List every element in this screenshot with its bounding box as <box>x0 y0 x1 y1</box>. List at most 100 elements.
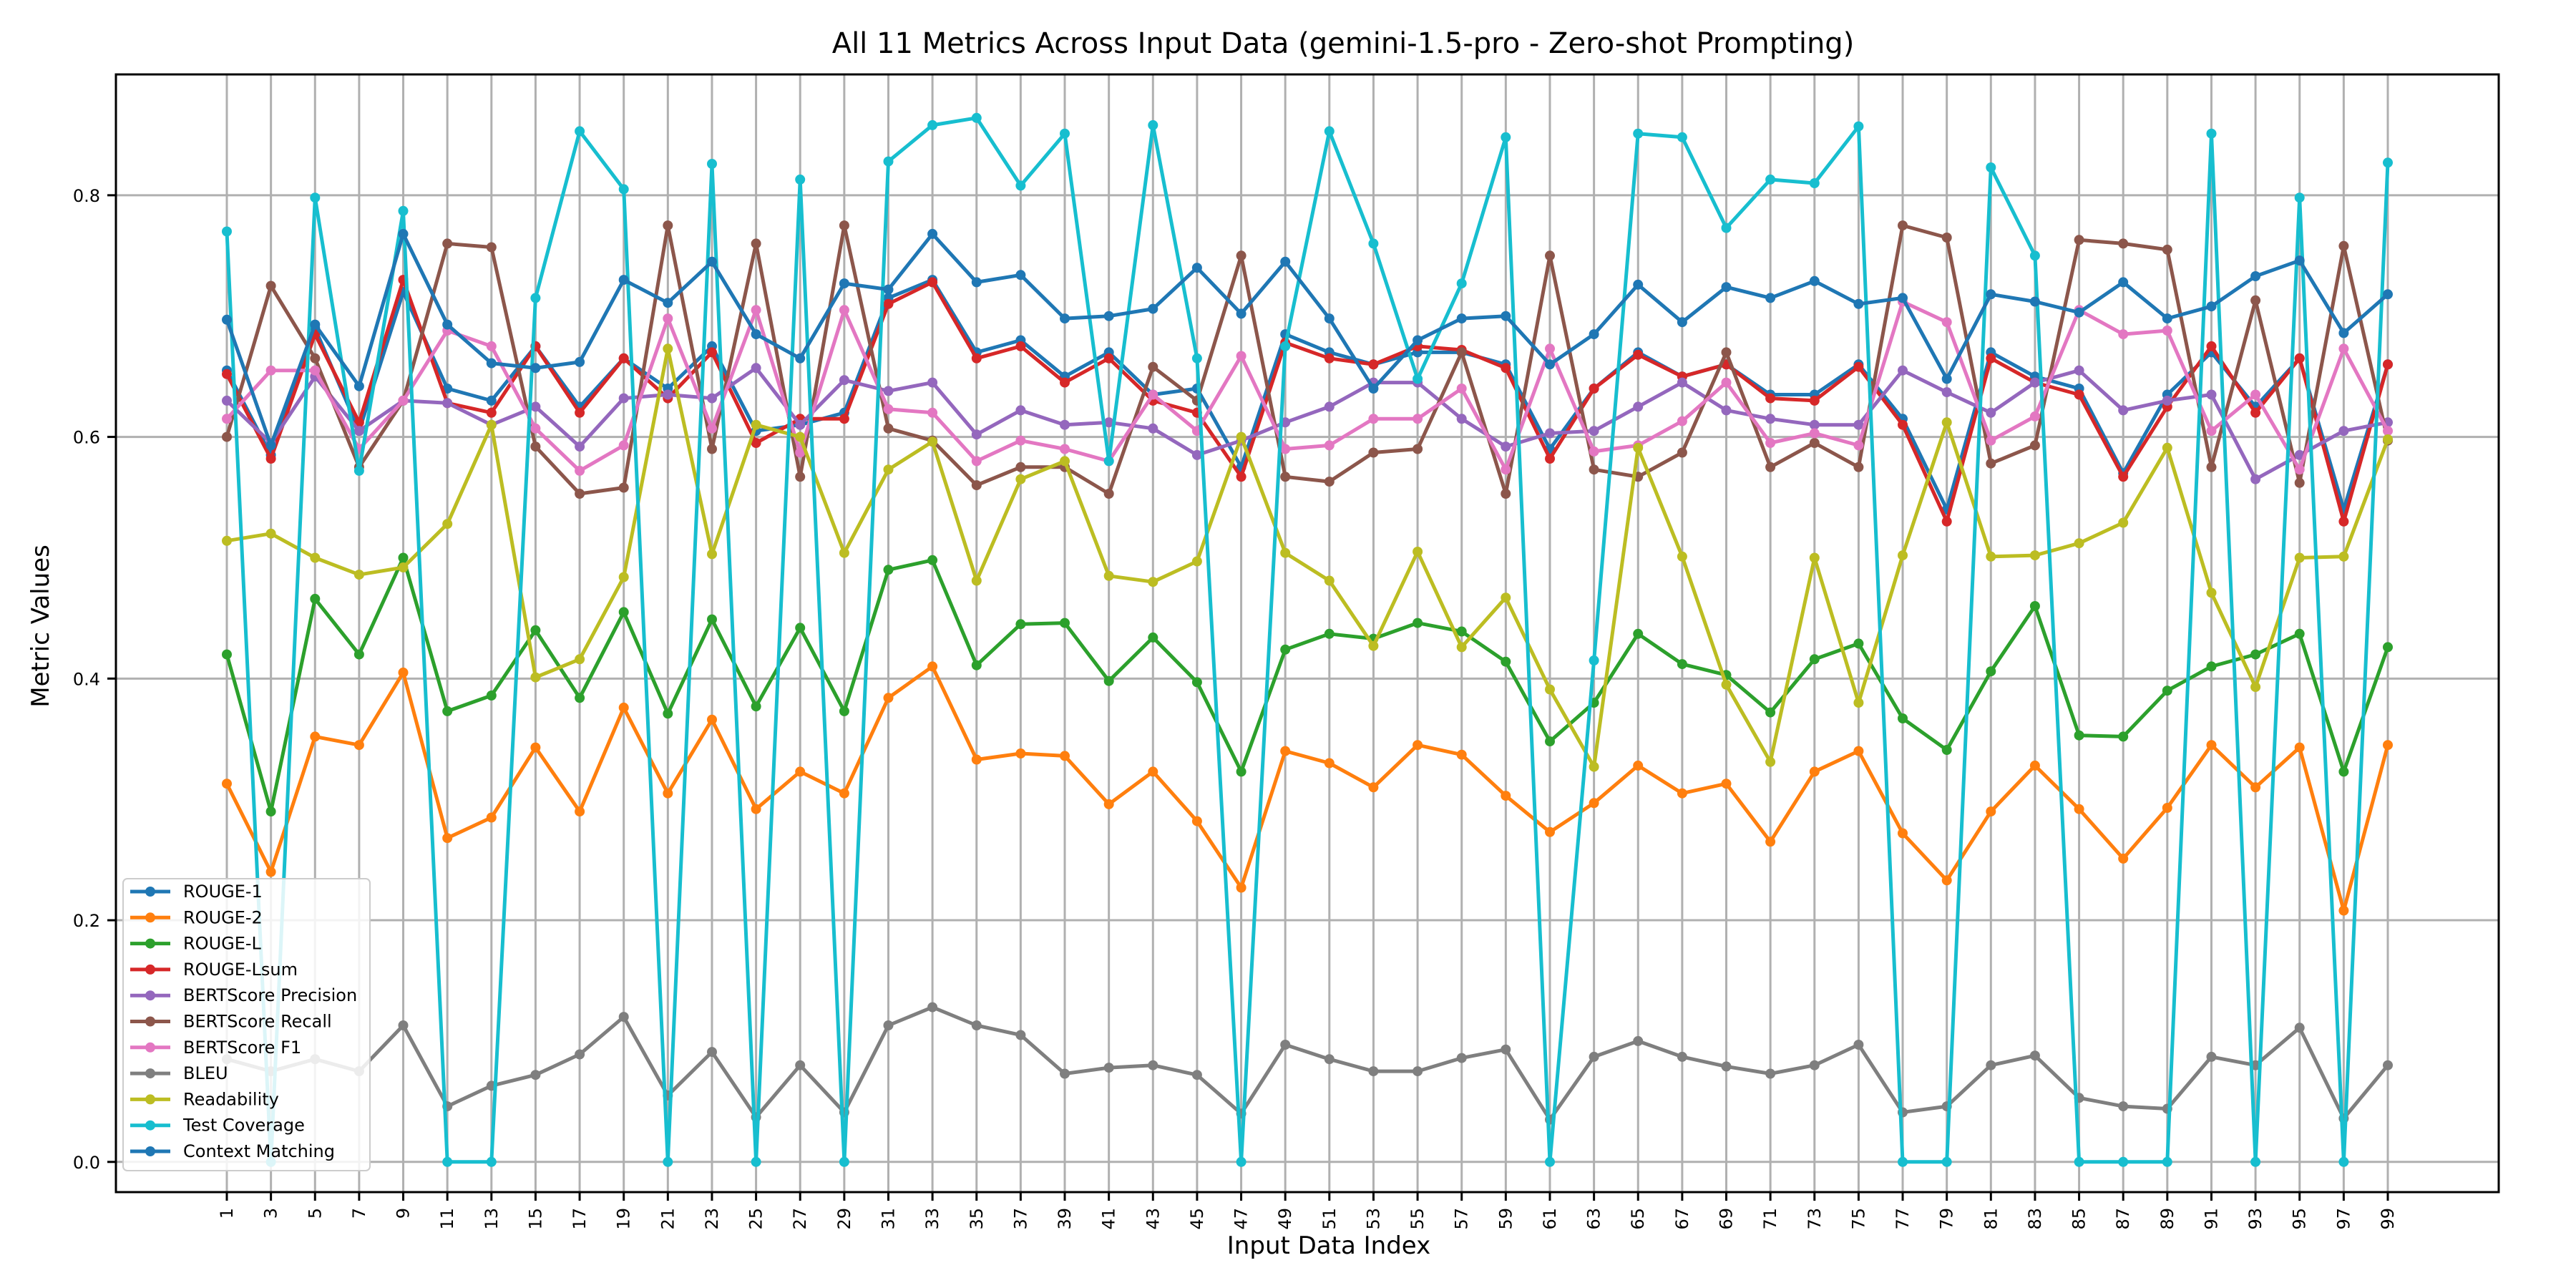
data-point <box>1324 353 1335 364</box>
data-point <box>1280 256 1291 267</box>
data-point <box>2074 1156 2084 1167</box>
data-point <box>751 1156 761 1167</box>
data-point <box>1501 464 1511 475</box>
data-point <box>2338 766 2349 777</box>
data-point <box>2383 642 2393 653</box>
data-point <box>2074 730 2084 741</box>
data-point <box>927 407 938 418</box>
data-point <box>1545 736 1555 747</box>
data-point <box>883 423 894 434</box>
x-tick-label: 97 <box>2333 1208 2353 1230</box>
data-point <box>1368 447 1379 458</box>
plot-frame <box>114 73 2500 1194</box>
data-point <box>310 552 321 563</box>
data-point <box>618 1012 629 1023</box>
legend-swatch-marker <box>145 964 155 975</box>
data-point <box>927 555 938 565</box>
series-line <box>225 116 2390 1164</box>
legend-entry: Context Matching <box>130 1141 335 1161</box>
data-point <box>1413 618 1423 628</box>
series-bertscore-precision <box>222 363 2393 484</box>
data-point <box>442 706 453 716</box>
legend-label: Test Coverage <box>182 1116 305 1136</box>
legend-label: Readability <box>183 1089 279 1109</box>
data-point <box>353 417 364 428</box>
data-point <box>618 702 629 713</box>
data-point <box>1456 347 1467 358</box>
data-point <box>795 766 806 777</box>
data-point <box>1236 308 1246 319</box>
x-tick-label: 79 <box>1937 1208 1957 1230</box>
legend-swatch-marker <box>145 1120 155 1131</box>
data-point <box>2206 587 2217 598</box>
data-point <box>2029 296 2040 307</box>
data-point <box>2294 255 2305 266</box>
data-point <box>1060 313 1070 324</box>
data-point <box>1721 223 1732 233</box>
data-point <box>1368 782 1379 793</box>
data-point <box>1765 414 1776 424</box>
data-point <box>1941 745 1952 755</box>
data-point <box>1456 313 1467 324</box>
data-point <box>1103 456 1114 467</box>
data-point <box>1456 749 1467 760</box>
data-point <box>1413 740 1423 751</box>
data-point <box>1324 1054 1335 1065</box>
data-point <box>1456 1053 1467 1063</box>
data-point <box>1413 547 1423 557</box>
data-point <box>1721 282 1732 293</box>
x-tick-label: 13 <box>482 1208 502 1230</box>
data-point <box>2162 1156 2172 1167</box>
data-point <box>1148 389 1158 400</box>
data-point <box>1809 178 1820 188</box>
data-point <box>707 347 717 358</box>
data-point <box>1103 799 1114 809</box>
data-point <box>1280 746 1291 756</box>
data-point <box>2383 1060 2393 1070</box>
series-rouge-l <box>222 552 2393 817</box>
data-point <box>618 482 629 493</box>
y-tick-label: 0.2 <box>73 911 100 931</box>
data-point <box>486 419 497 430</box>
data-point <box>1677 317 1687 328</box>
legend-swatch-marker <box>145 1042 155 1053</box>
data-point <box>530 363 541 374</box>
data-point <box>751 419 761 430</box>
data-point <box>486 358 497 369</box>
data-point <box>1545 343 1555 354</box>
data-point <box>486 1156 497 1167</box>
data-point <box>1986 458 1996 469</box>
series-line <box>225 300 2390 473</box>
data-point <box>1633 760 1644 771</box>
data-point <box>1589 798 1599 809</box>
data-point <box>2383 434 2393 444</box>
data-point <box>1589 329 1599 340</box>
legend-swatch-marker <box>145 938 155 949</box>
data-point <box>618 440 629 451</box>
data-point <box>795 1060 806 1070</box>
data-point <box>1324 401 1335 412</box>
y-axis-ticks: 0.0 0.2 0.4 0.6 0.8 <box>73 186 116 1173</box>
y-tick-label: 0.4 <box>73 669 100 689</box>
data-point <box>1633 279 1644 290</box>
data-point <box>1191 816 1202 826</box>
data-point <box>795 419 806 430</box>
data-point <box>751 701 761 712</box>
data-point <box>883 1020 894 1030</box>
data-point <box>222 535 232 546</box>
data-point <box>575 407 585 418</box>
data-point <box>310 192 321 203</box>
data-point <box>2206 301 2217 312</box>
data-point <box>1191 449 1202 460</box>
data-point <box>1324 440 1335 451</box>
data-point <box>1898 550 1908 561</box>
legend-swatch-marker <box>145 912 155 923</box>
data-point <box>265 806 276 817</box>
data-point <box>1765 174 1776 185</box>
data-point <box>1898 365 1908 376</box>
data-point <box>486 691 497 701</box>
data-point <box>927 228 938 239</box>
data-point <box>222 226 232 237</box>
data-point <box>1103 311 1114 321</box>
legend-swatch-marker <box>145 1094 155 1105</box>
